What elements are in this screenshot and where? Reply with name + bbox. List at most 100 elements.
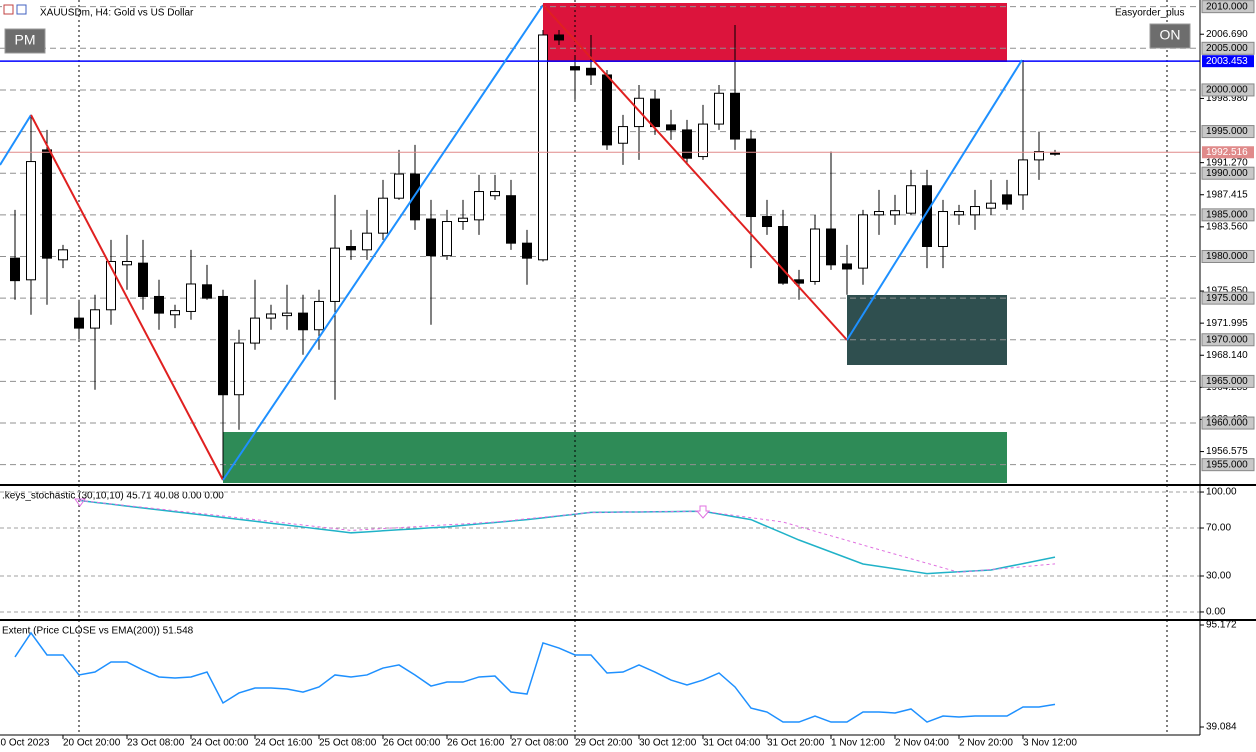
- y-tick-label: 1998.980: [1206, 93, 1248, 104]
- time-label: 29 Oct 20:00: [575, 738, 633, 749]
- time-label: 24 Oct 00:00: [191, 738, 249, 749]
- candle-body: [186, 283, 196, 312]
- indicator-title: .keys_stochastic (30,10,10) 45.71 40.08 …: [2, 491, 224, 502]
- on-button[interactable]: [1149, 23, 1191, 49]
- level-label-box: [1201, 374, 1255, 388]
- indicator-line: [78, 499, 1056, 573]
- candle-body: [298, 312, 308, 331]
- level-label-box: [1201, 458, 1255, 472]
- time-label: 20 Oct 20:00: [63, 738, 121, 749]
- level-label: 2010.000: [1206, 1, 1248, 12]
- candle-body: [1018, 159, 1028, 196]
- pm-button[interactable]: [4, 28, 46, 54]
- candle-body: [874, 211, 884, 216]
- price-label: 1992.516: [1206, 147, 1248, 158]
- time-label: 2 Nov 04:00: [895, 738, 949, 749]
- zigzag-up: [222, 4, 544, 481]
- candle-body: [474, 191, 484, 221]
- time-label: 25 Oct 08:00: [319, 738, 377, 749]
- zigzag-down: [542, 4, 848, 341]
- level-label: 2000.000: [1206, 85, 1248, 96]
- candle-body: [314, 300, 324, 331]
- level-label-box: [1201, 208, 1255, 222]
- pm-button-label[interactable]: PM: [15, 32, 36, 48]
- candle-body: [570, 66, 580, 71]
- expert-name: Easyorder_plus: [1115, 8, 1184, 19]
- demand-zone: [223, 432, 1007, 483]
- candle-body: [906, 185, 916, 214]
- level-label-box: [1201, 0, 1255, 14]
- candle-body: [26, 161, 36, 281]
- candle-body: [954, 211, 964, 216]
- candle-body: [634, 97, 644, 128]
- candle-body: [842, 263, 852, 270]
- level-label-box: [1201, 416, 1255, 430]
- candle-body: [922, 185, 932, 247]
- y-tick-label: 1983.560: [1206, 221, 1248, 232]
- candle-body: [810, 228, 820, 282]
- candle-body: [442, 221, 452, 257]
- candle-body: [682, 129, 692, 159]
- candle-body: [666, 124, 676, 131]
- y-tick-label: 1971.995: [1206, 318, 1248, 329]
- candle-body: [154, 295, 164, 314]
- indicator-title: Extent (Price CLOSE vs EMA(200)) 51.548: [2, 626, 194, 637]
- time-label: 30 Oct 12:00: [639, 738, 697, 749]
- candle-body: [650, 98, 660, 128]
- level-label: 1990.000: [1206, 168, 1248, 179]
- time-label: 3 Nov 12:00: [1023, 738, 1077, 749]
- candle-body: [890, 210, 900, 216]
- y-tick-label: 1975.850: [1206, 286, 1248, 297]
- candle-body: [106, 260, 116, 311]
- signal-arrow: [695, 505, 711, 519]
- time-label: 1 Nov 12:00: [831, 738, 885, 749]
- time-label: 27 Oct 08:00: [511, 738, 569, 749]
- candle-body: [938, 211, 948, 247]
- candle-body: [618, 126, 628, 144]
- candle-body: [602, 74, 612, 146]
- level-label-box: [1201, 333, 1255, 347]
- level-label: 1985.000: [1206, 209, 1248, 220]
- candle-body: [378, 197, 388, 234]
- candle-body: [122, 260, 132, 266]
- y-tick-label: 100.00: [1206, 487, 1237, 498]
- time-label: 31 Oct 20:00: [767, 738, 825, 749]
- symbol-title: XAUUSDm, H4: Gold vs US Dollar: [40, 8, 194, 19]
- candle-body: [250, 317, 260, 344]
- icon[interactable]: [16, 4, 27, 15]
- y-tick-label: 1987.415: [1206, 189, 1248, 200]
- candle-body: [426, 218, 436, 257]
- candle-body: [762, 216, 772, 228]
- level-label-box: [1201, 41, 1255, 55]
- candle-body: [218, 295, 228, 396]
- time-label: 24 Oct 16:00: [255, 738, 313, 749]
- level-label-box: [1201, 83, 1255, 97]
- level-label: 1965.000: [1206, 376, 1248, 387]
- time-label: 26 Oct 00:00: [383, 738, 441, 749]
- y-tick-label: 1956.575: [1206, 446, 1248, 457]
- candle-body: [698, 123, 708, 158]
- candle-body: [1034, 151, 1044, 161]
- indicator-line: [14, 631, 1056, 723]
- level-label-box: [1201, 125, 1255, 139]
- level-label: 1960.000: [1206, 418, 1248, 429]
- on-button-label[interactable]: ON: [1160, 27, 1181, 43]
- level-label: 1975.000: [1206, 293, 1248, 304]
- level-label-box: [1201, 249, 1255, 263]
- candle-body: [986, 202, 996, 209]
- candle-body: [170, 310, 180, 316]
- candle-body: [330, 247, 340, 302]
- candle-body: [138, 262, 148, 297]
- candle-body: [346, 245, 356, 251]
- time-label: 20 Oct 2023: [0, 738, 50, 749]
- candle-body: [586, 67, 596, 76]
- icon[interactable]: [3, 4, 14, 15]
- indicator-line: [78, 499, 1056, 575]
- candle-body: [506, 195, 516, 244]
- y-tick-label: 95.172: [1206, 620, 1237, 631]
- level-label: 1970.000: [1206, 334, 1248, 345]
- supply-zone: [543, 3, 1007, 62]
- y-tick-label: 1968.140: [1206, 350, 1248, 361]
- candle-body: [714, 92, 724, 125]
